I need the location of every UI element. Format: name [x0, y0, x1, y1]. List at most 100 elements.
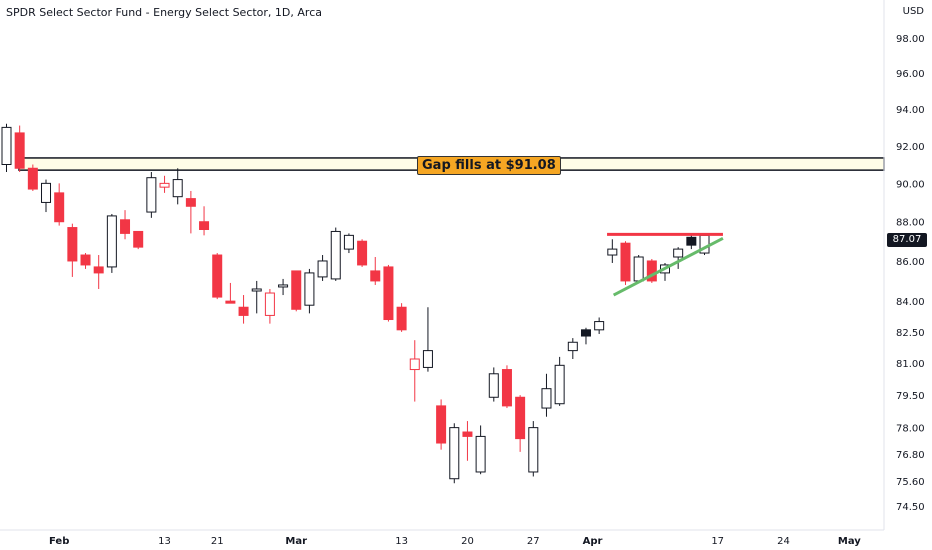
- candle-body: [14, 132, 25, 169]
- candle: [264, 288, 275, 324]
- gap-fill-annotation[interactable]: Gap fills at $91.08: [417, 156, 561, 175]
- candle: [238, 295, 249, 324]
- candle: [501, 365, 512, 409]
- candle: [436, 399, 447, 450]
- candle: [422, 307, 433, 372]
- candle: [133, 230, 144, 250]
- candle-body: [67, 227, 78, 262]
- candle-body: [330, 230, 341, 280]
- candle-body: [462, 431, 473, 437]
- time-tick-label: 17: [711, 536, 724, 547]
- candle: [488, 367, 499, 402]
- candle-body: [409, 358, 420, 371]
- candle: [1, 123, 12, 173]
- time-tick-label: Feb: [49, 536, 69, 547]
- candle-body: [449, 427, 460, 480]
- candle: [41, 179, 52, 213]
- candle: [686, 235, 697, 250]
- candle: [567, 338, 578, 360]
- trend-lines-layer: [607, 232, 724, 297]
- candle-body: [422, 350, 433, 368]
- price-tick-label: 76.80: [896, 450, 925, 461]
- candle-body: [370, 270, 381, 282]
- candle: [541, 373, 552, 417]
- candle-body: [27, 167, 38, 190]
- candle: [620, 241, 631, 285]
- candle: [357, 239, 368, 267]
- candle-body: [172, 179, 183, 198]
- candle: [199, 206, 210, 236]
- candle-body: [93, 266, 104, 274]
- candle-body: [686, 236, 697, 246]
- price-tick-label: 96.00: [896, 69, 925, 80]
- candle-body: [554, 364, 565, 405]
- candle: [515, 395, 526, 452]
- price-tick-label: 90.00: [896, 179, 925, 190]
- time-tick-label: Apr: [583, 536, 603, 547]
- candle: [304, 268, 315, 314]
- price-tick-label: 82.50: [896, 328, 925, 339]
- candle-body: [436, 405, 447, 444]
- candle-body: [515, 396, 526, 440]
- candle: [67, 223, 78, 277]
- price-tick-label: 98.00: [896, 34, 925, 45]
- candle: [409, 340, 420, 402]
- candle-body: [54, 192, 65, 223]
- candle: [278, 278, 289, 296]
- candle: [159, 175, 170, 193]
- candle: [343, 233, 354, 254]
- time-tick-label: 13: [395, 536, 408, 547]
- price-tick-label: 75.60: [896, 477, 925, 488]
- candle: [27, 164, 38, 191]
- time-tick-label: 20: [461, 536, 474, 547]
- candle: [251, 280, 262, 314]
- candle: [106, 213, 117, 273]
- candle-body: [475, 435, 486, 473]
- candle-body: [133, 230, 144, 248]
- candle: [607, 239, 618, 263]
- candle-body: [238, 306, 249, 316]
- candle-body: [291, 270, 302, 310]
- candle-body: [80, 254, 91, 266]
- candle-body: [488, 373, 499, 398]
- candle-body: [159, 182, 170, 188]
- price-tick-label: 88.00: [896, 218, 925, 229]
- candle: [172, 168, 183, 205]
- candle: [383, 264, 394, 322]
- time-tick-label: May: [838, 536, 861, 547]
- candle-body: [501, 369, 512, 407]
- candle-body: [41, 182, 52, 203]
- support-line: [612, 236, 724, 297]
- candle-body: [225, 300, 236, 304]
- price-tick-label: 81.00: [896, 359, 925, 370]
- price-axis: 98.00 96.00 94.00 92.00 90.00 88.00 86.00 84.00…: [896, 34, 925, 513]
- candle: [120, 210, 131, 240]
- candle-body: [594, 321, 605, 331]
- candle-body: [580, 329, 591, 337]
- candle-body: [106, 215, 117, 268]
- last-price-label: 87.07: [887, 233, 927, 247]
- candle-body: [528, 427, 539, 473]
- candle: [54, 183, 65, 226]
- candle-body: [251, 288, 262, 292]
- candle: [212, 253, 223, 300]
- candle: [580, 327, 591, 345]
- time-tick-label: 21: [211, 536, 224, 547]
- price-tick-label: 94.00: [896, 105, 925, 116]
- candle-body: [264, 292, 275, 316]
- time-tick-label: 24: [777, 536, 790, 547]
- candle-body: [343, 234, 354, 250]
- candle-body: [357, 240, 368, 266]
- candle: [699, 233, 710, 256]
- currency-label: USD: [902, 6, 924, 17]
- candle-body: [633, 256, 644, 282]
- candle-body: [212, 254, 223, 298]
- time-axis: Feb 13 21 Mar 13 20 27 Apr 17 24 May: [49, 536, 861, 547]
- candle: [396, 303, 407, 332]
- time-tick-label: Mar: [285, 536, 307, 547]
- price-tick-label: 84.00: [896, 297, 925, 308]
- candle-body: [278, 284, 289, 288]
- candle-body: [146, 177, 157, 213]
- price-tick-label: 79.50: [896, 391, 925, 402]
